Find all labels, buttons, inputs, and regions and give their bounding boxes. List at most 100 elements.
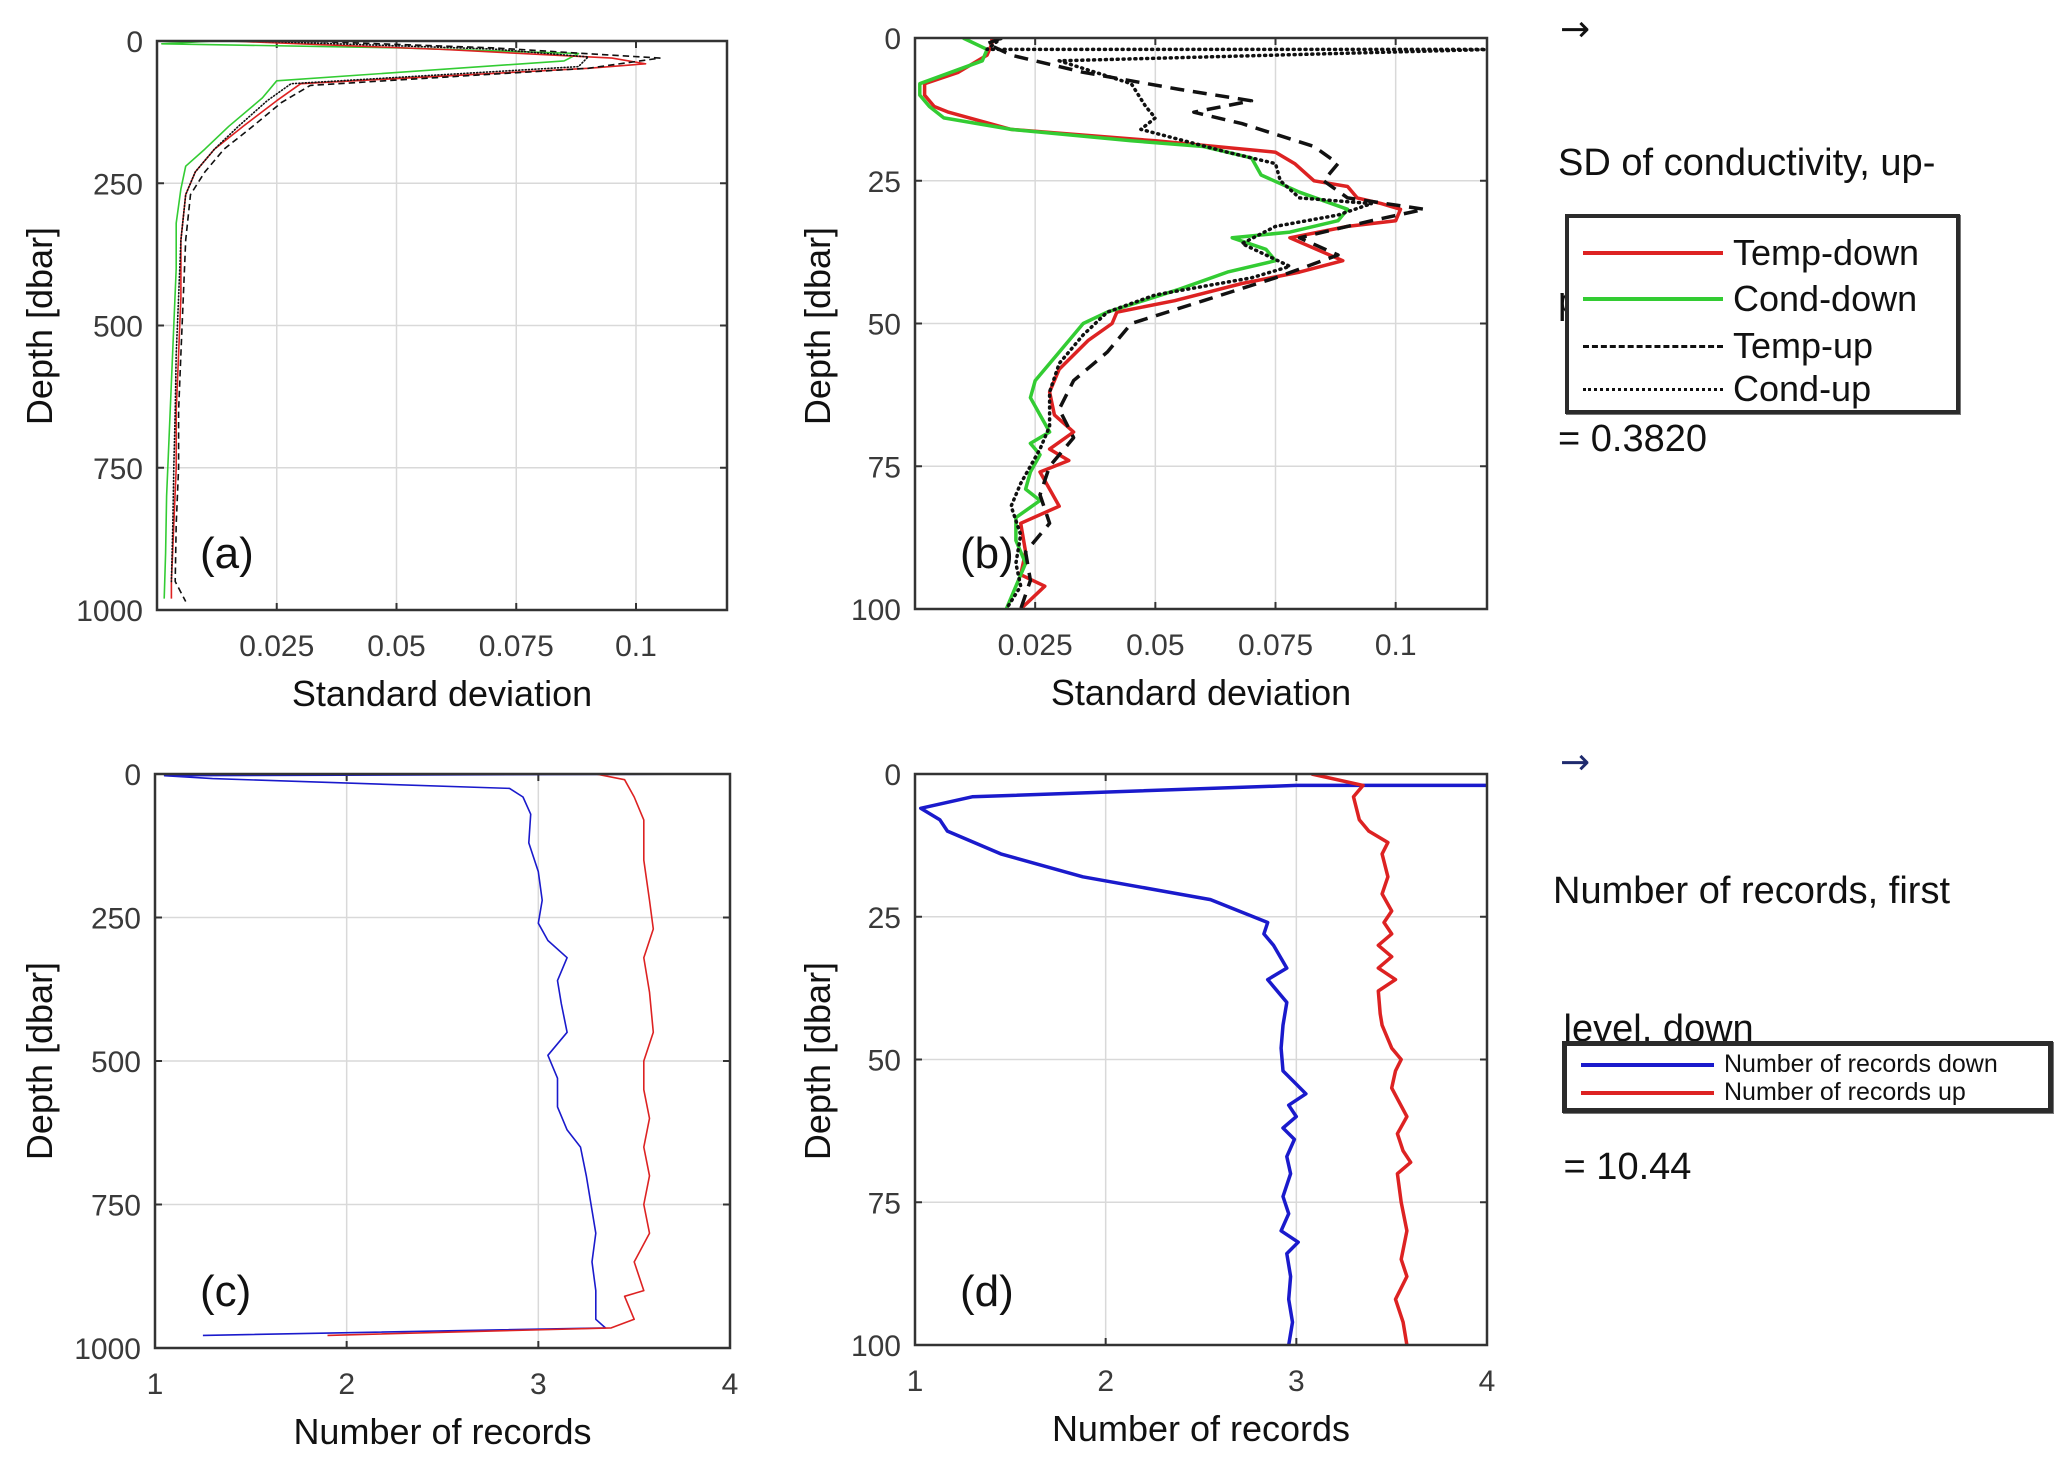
series-line-temp-up: [985, 38, 1427, 609]
x-tick-label: 0.025: [998, 629, 1073, 662]
legend-swatch: [1583, 251, 1723, 255]
y-tick-label: 0: [884, 23, 901, 56]
y-tick-label: 500: [93, 311, 143, 344]
y-tick-label: 500: [91, 1046, 141, 1079]
legend-swatch: [1581, 1062, 1714, 1067]
legend-item: Number of records up: [1581, 1078, 1966, 1107]
x-tick-label: 0.05: [1126, 629, 1184, 662]
y-axis-label: Depth [dbar]: [797, 962, 838, 1160]
series-group: [161, 41, 661, 602]
series-line-number-of-records-up: [327, 774, 655, 1337]
legend-swatch: [1583, 297, 1723, 301]
y-tick-label: 0: [126, 26, 143, 59]
series-line-temp-down: [922, 38, 1403, 609]
y-tick-label: 50: [868, 309, 901, 342]
annotation-bottom-arrow-icon: →: [1560, 742, 1591, 783]
series-line-temp-down: [170, 41, 647, 599]
legend-item: Temp-down: [1583, 232, 1919, 274]
y-axis-label: Depth [dbar]: [19, 962, 60, 1160]
y-tick-label: 50: [868, 1045, 901, 1078]
y-tick-label: 250: [91, 903, 141, 936]
series-line-cond-up: [170, 41, 589, 583]
annotation-bottom-line: = 10.44: [1553, 1146, 1692, 1188]
axes-frame: [913, 36, 1489, 611]
legend-label: Number of records up: [1724, 1078, 1966, 1106]
x-tick-label: 0.025: [239, 630, 314, 663]
y-tick-label: 750: [93, 453, 143, 486]
x-axis-label: Number of records: [293, 1411, 591, 1452]
x-tick-label: 1: [907, 1365, 924, 1398]
x-tick-label: 0.05: [367, 630, 425, 663]
annotation-bottom-line: Number of records, first: [1553, 870, 1950, 912]
series-group: [918, 38, 1487, 609]
x-axis-label: Standard deviation: [1051, 672, 1351, 713]
y-tick-label: 750: [91, 1190, 141, 1223]
y-tick-label: 75: [868, 451, 901, 484]
panel-c: 1 2 3 4 0 250 500 750 1000 Number of records Depth…: [19, 759, 738, 1452]
y-tick-label: 0: [124, 759, 141, 792]
x-tick-label: 4: [722, 1368, 739, 1401]
panel-label: (a): [200, 529, 254, 578]
x-tick-label: 4: [1479, 1365, 1496, 1398]
x-tick-label: 1: [147, 1368, 164, 1401]
panel-d: 1 2 3 4 0 25 50 75 100 Number of records Depth [db…: [797, 759, 1495, 1449]
x-tick-label: 0.1: [1375, 629, 1417, 662]
annotation-top-line: = 0.3820: [1558, 418, 1707, 460]
axes-frame: [155, 39, 729, 612]
legend-label: Temp-up: [1733, 325, 1874, 366]
x-tick-label: 0.075: [479, 630, 554, 663]
axes-frame: [913, 772, 1489, 1347]
panel-b: 0.025 0.05 0.075 0.1 0 25 50 75 100 Standard devi…: [797, 23, 1489, 713]
annotation-top-line: SD of conductivity, up-: [1558, 142, 1936, 184]
annotation-bottom: Number of records, first level, down = 1…: [1553, 776, 1950, 1236]
y-tick-label: 100: [851, 1330, 901, 1363]
legend-item: Temp-up: [1583, 325, 1873, 367]
legend-item: Cond-down: [1583, 278, 1917, 320]
legend-swatch: [1583, 344, 1723, 348]
series-line-number-of-records-up: [1311, 774, 1413, 1345]
legend-item: Number of records down: [1581, 1050, 1998, 1079]
series-line-cond-up: [985, 38, 1487, 609]
legend-label: Cond-up: [1733, 368, 1872, 409]
x-tick-label: 0.1: [615, 630, 657, 663]
panel-label: (d): [960, 1267, 1014, 1316]
series-group: [163, 774, 730, 1337]
x-tick-label: 2: [338, 1368, 355, 1401]
y-tick-label: 25: [868, 166, 901, 199]
annotation-top-arrow-icon: →: [1560, 9, 1591, 50]
legend-bottom: Number of records down Number of records…: [1562, 1041, 2053, 1113]
legend-label: Cond-down: [1733, 278, 1918, 319]
x-tick-label: 3: [530, 1368, 547, 1401]
y-tick-label: 1000: [76, 595, 143, 628]
legend-swatch: [1583, 387, 1723, 391]
panel-label: (b): [960, 529, 1014, 578]
x-tick-label: 0.075: [1238, 629, 1313, 662]
legend-swatch: [1581, 1090, 1714, 1095]
series-line-number-of-records-down: [918, 783, 1487, 1345]
legend-top: Temp-down Cond-down Temp-up Cond-up: [1565, 214, 1960, 414]
y-tick-label: 25: [868, 902, 901, 935]
y-tick-label: 1000: [74, 1333, 141, 1366]
x-tick-label: 2: [1097, 1365, 1114, 1398]
series-line-temp-up: [174, 41, 661, 602]
y-axis-label: Depth [dbar]: [797, 227, 838, 425]
axes-frame: [153, 772, 732, 1350]
legend-label: Temp-down: [1733, 232, 1920, 273]
series-line-number-of-records-down: [163, 774, 730, 1337]
series-line-cond-down: [918, 38, 1350, 609]
x-tick-label: 3: [1288, 1365, 1305, 1398]
x-axis-label: Standard deviation: [292, 673, 592, 714]
y-tick-label: 0: [884, 759, 901, 792]
y-tick-label: 250: [93, 168, 143, 201]
legend-label: Number of records down: [1724, 1050, 1998, 1078]
x-axis-label: Number of records: [1052, 1408, 1350, 1449]
legend-item: Cond-up: [1583, 368, 1871, 410]
y-axis-label: Depth [dbar]: [19, 227, 60, 425]
y-tick-label: 75: [868, 1187, 901, 1220]
panel-a: 0.025 0.05 0.075 0.1 0 250 500 750 1000 Standard …: [19, 26, 729, 714]
panel-label: (c): [200, 1267, 251, 1316]
series-group: [918, 774, 1487, 1345]
y-tick-label: 100: [851, 594, 901, 627]
series-line-cond-down: [161, 41, 580, 599]
